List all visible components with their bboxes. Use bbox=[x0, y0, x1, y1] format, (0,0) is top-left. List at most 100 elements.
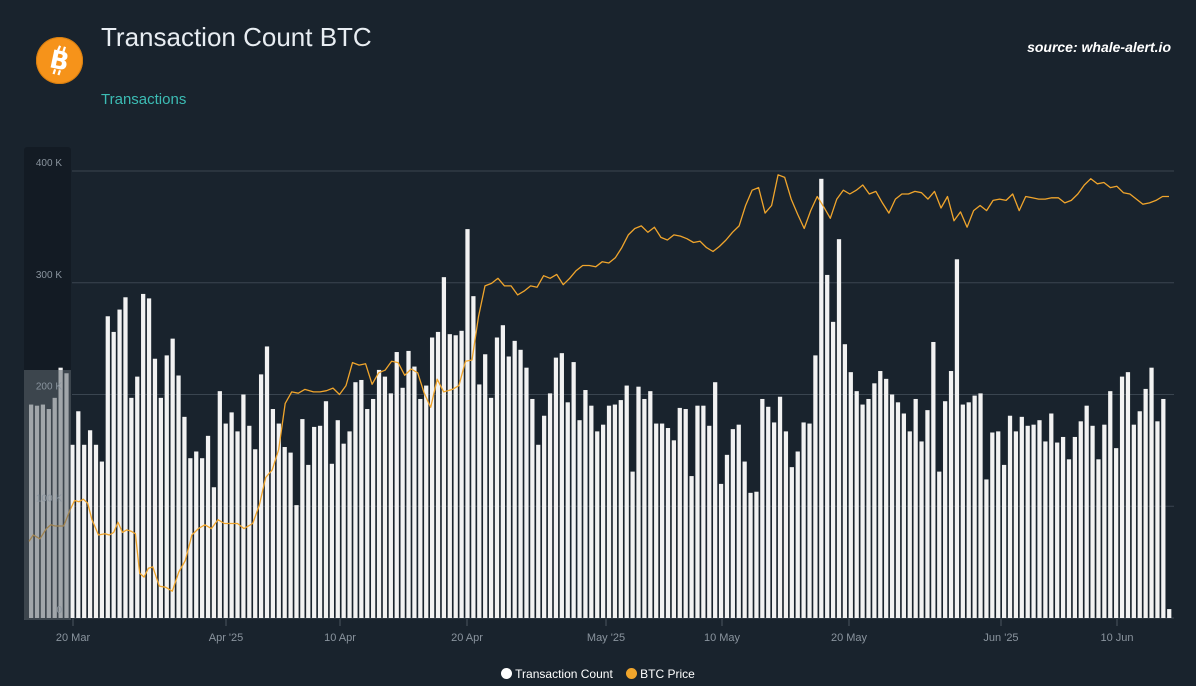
transaction-bar[interactable] bbox=[1019, 416, 1024, 618]
transaction-bar[interactable] bbox=[736, 424, 741, 618]
transaction-bar[interactable] bbox=[1078, 421, 1083, 618]
transaction-bar[interactable] bbox=[141, 293, 146, 618]
transaction-bar[interactable] bbox=[795, 451, 800, 618]
transaction-bar[interactable] bbox=[1131, 424, 1136, 618]
transaction-bar[interactable] bbox=[801, 422, 806, 618]
transaction-bar[interactable] bbox=[695, 405, 700, 618]
transaction-bar[interactable] bbox=[1155, 421, 1160, 618]
transaction-bar[interactable] bbox=[648, 391, 653, 618]
transaction-bar[interactable] bbox=[919, 441, 924, 618]
transaction-bar[interactable] bbox=[636, 386, 641, 618]
transaction-bar[interactable] bbox=[341, 443, 346, 618]
transaction-bar[interactable] bbox=[518, 349, 523, 618]
transaction-bar[interactable] bbox=[1125, 372, 1131, 618]
transaction-bar[interactable] bbox=[1031, 424, 1036, 618]
transaction-bar[interactable] bbox=[323, 401, 329, 618]
transaction-bar[interactable] bbox=[512, 340, 517, 618]
transaction-bar[interactable] bbox=[683, 409, 688, 618]
transaction-bar[interactable] bbox=[435, 331, 441, 618]
transaction-bar[interactable] bbox=[270, 409, 276, 618]
transaction-bar[interactable] bbox=[176, 375, 181, 619]
transaction-bar[interactable] bbox=[188, 458, 193, 618]
transaction-bar[interactable] bbox=[577, 420, 582, 618]
transaction-bar[interactable] bbox=[329, 463, 334, 618]
transaction-bar[interactable] bbox=[447, 334, 452, 618]
transaction-bar[interactable] bbox=[1084, 405, 1089, 618]
transaction-bar[interactable] bbox=[718, 483, 724, 618]
transaction-bar[interactable] bbox=[418, 398, 423, 618]
transaction-bar[interactable] bbox=[211, 487, 217, 618]
transaction-bar[interactable] bbox=[601, 424, 606, 618]
transaction-bar[interactable] bbox=[972, 395, 977, 618]
transaction-bar[interactable] bbox=[589, 405, 594, 618]
transaction-bar[interactable] bbox=[300, 419, 305, 618]
transaction-bar[interactable] bbox=[247, 425, 252, 618]
transaction-bar[interactable] bbox=[1108, 391, 1113, 618]
transaction-bar[interactable] bbox=[264, 346, 270, 618]
transaction-bar[interactable] bbox=[1007, 415, 1013, 618]
transaction-bar[interactable] bbox=[895, 402, 901, 618]
transaction-bar[interactable] bbox=[748, 492, 753, 618]
transaction-bar[interactable] bbox=[854, 391, 859, 618]
transaction-bar[interactable] bbox=[459, 330, 464, 618]
transaction-bar[interactable] bbox=[571, 362, 576, 618]
transaction-bar[interactable] bbox=[229, 412, 234, 618]
transaction-bar[interactable] bbox=[111, 331, 116, 618]
transaction-bar[interactable] bbox=[353, 382, 358, 618]
transaction-bar[interactable] bbox=[984, 479, 989, 618]
transaction-bar[interactable] bbox=[612, 404, 618, 618]
transaction-bar[interactable] bbox=[624, 385, 629, 618]
transaction-bar[interactable] bbox=[937, 471, 942, 618]
transaction-bar[interactable] bbox=[70, 444, 75, 618]
transaction-bar[interactable] bbox=[306, 464, 311, 618]
transaction-bar[interactable] bbox=[990, 432, 995, 619]
transaction-bar[interactable] bbox=[642, 398, 647, 618]
transaction-bar[interactable] bbox=[889, 394, 895, 619]
transaction-bar[interactable] bbox=[483, 354, 488, 618]
transaction-bar[interactable] bbox=[777, 396, 783, 618]
transaction-bar[interactable] bbox=[760, 398, 765, 618]
transaction-bar[interactable] bbox=[1025, 425, 1030, 618]
transaction-bar[interactable] bbox=[1149, 367, 1154, 618]
transaction-bar[interactable] bbox=[105, 316, 110, 618]
transaction-bar[interactable] bbox=[925, 410, 930, 618]
legend-transaction-count[interactable]: Transaction Count bbox=[501, 667, 613, 681]
transaction-bar[interactable] bbox=[524, 367, 529, 618]
transaction-bar[interactable] bbox=[441, 277, 447, 618]
transaction-bar[interactable] bbox=[606, 405, 612, 618]
transaction-bar[interactable] bbox=[424, 385, 429, 618]
transaction-bar[interactable] bbox=[453, 335, 458, 618]
transaction-bar[interactable] bbox=[87, 430, 93, 618]
transaction-bar[interactable] bbox=[618, 400, 623, 618]
transaction-bar[interactable] bbox=[931, 341, 936, 618]
transaction-bar[interactable] bbox=[294, 505, 299, 618]
transaction-bar[interactable] bbox=[830, 321, 836, 618]
transaction-bar[interactable] bbox=[536, 444, 541, 618]
transaction-bar[interactable] bbox=[630, 471, 635, 618]
transaction-bar[interactable] bbox=[123, 297, 128, 618]
transaction-bar[interactable] bbox=[429, 337, 435, 618]
transaction-bar[interactable] bbox=[347, 431, 352, 618]
transaction-bar[interactable] bbox=[789, 467, 794, 618]
transaction-bar[interactable] bbox=[565, 402, 570, 618]
transaction-bar[interactable] bbox=[996, 431, 1001, 618]
transaction-bar[interactable] bbox=[170, 338, 175, 619]
transaction-bar[interactable] bbox=[559, 353, 564, 618]
transaction-bar[interactable] bbox=[182, 416, 187, 618]
transaction-bar[interactable] bbox=[371, 398, 376, 618]
transaction-bar[interactable] bbox=[1001, 464, 1007, 618]
transaction-bar[interactable] bbox=[842, 344, 848, 618]
transaction-bar[interactable] bbox=[158, 397, 163, 618]
transaction-bar[interactable] bbox=[1096, 459, 1101, 618]
transaction-bar[interactable] bbox=[1037, 420, 1042, 618]
transaction-bar[interactable] bbox=[365, 409, 370, 618]
transaction-bar[interactable] bbox=[665, 428, 671, 618]
transaction-bar[interactable] bbox=[376, 369, 382, 618]
transaction-bar[interactable] bbox=[194, 451, 199, 618]
transaction-bar[interactable] bbox=[713, 382, 718, 618]
transaction-bar[interactable] bbox=[1013, 431, 1019, 618]
transaction-bar[interactable] bbox=[689, 476, 694, 618]
transaction-bar[interactable] bbox=[223, 423, 228, 618]
transaction-bar[interactable] bbox=[400, 387, 405, 618]
transaction-bar[interactable] bbox=[819, 178, 824, 618]
